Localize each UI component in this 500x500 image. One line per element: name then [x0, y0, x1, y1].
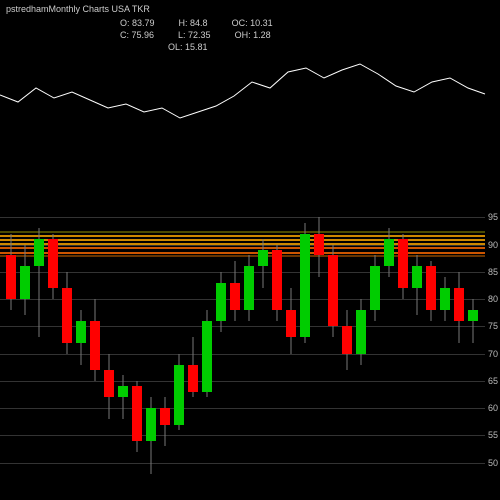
candle-body [90, 321, 100, 370]
candle [62, 0, 72, 500]
candle [258, 0, 268, 500]
candle [440, 0, 450, 500]
y-axis-label: 70 [488, 349, 498, 359]
candle [300, 0, 310, 500]
candle [34, 0, 44, 500]
y-axis-label: 55 [488, 430, 498, 440]
candle [216, 0, 226, 500]
candle [342, 0, 352, 500]
candle-body [188, 365, 198, 392]
candle [230, 0, 240, 500]
candle-body [132, 386, 142, 441]
y-axis-label: 50 [488, 458, 498, 468]
candle-wick [123, 375, 124, 419]
candle-body [426, 266, 436, 310]
candle [468, 0, 478, 500]
candle [412, 0, 422, 500]
candle-body [398, 239, 408, 288]
candle [188, 0, 198, 500]
candle-body [48, 239, 58, 288]
candle-body [20, 266, 30, 299]
candle [398, 0, 408, 500]
candle [286, 0, 296, 500]
y-axis-label: 60 [488, 403, 498, 413]
candle [426, 0, 436, 500]
candle [356, 0, 366, 500]
candle [132, 0, 142, 500]
y-axis-label: 75 [488, 321, 498, 331]
candle [384, 0, 394, 500]
y-axis-label: 85 [488, 267, 498, 277]
candle-body [384, 239, 394, 266]
chart-container: pstredhamMonthly Charts USA TKR O: 83.79… [0, 0, 500, 500]
candle [454, 0, 464, 500]
y-axis-label: 80 [488, 294, 498, 304]
y-axis-label: 95 [488, 212, 498, 222]
candle-body [160, 408, 170, 424]
candle-body [328, 255, 338, 326]
candle-body [146, 408, 156, 441]
candle [104, 0, 114, 500]
candle-body [272, 250, 282, 310]
candle-body [174, 365, 184, 425]
candle-body [34, 239, 44, 266]
candle-body [356, 310, 366, 354]
candle [202, 0, 212, 500]
candle [160, 0, 170, 500]
candle-body [216, 283, 226, 321]
candle-body [258, 250, 268, 266]
y-axis-label: 65 [488, 376, 498, 386]
candle-body [286, 310, 296, 337]
candle-body [454, 288, 464, 321]
candle [174, 0, 184, 500]
candle [370, 0, 380, 500]
candle-body [118, 386, 128, 397]
candle-body [468, 310, 478, 321]
candle [314, 0, 324, 500]
candle [244, 0, 254, 500]
candle [118, 0, 128, 500]
candle [328, 0, 338, 500]
candle [146, 0, 156, 500]
candle-body [300, 234, 310, 338]
candle-body [202, 321, 212, 392]
candle [272, 0, 282, 500]
y-axis-label: 90 [488, 240, 498, 250]
candle [6, 0, 16, 500]
candle [20, 0, 30, 500]
candle-body [314, 234, 324, 256]
candle-body [342, 326, 352, 353]
candle [76, 0, 86, 500]
candle-body [230, 283, 240, 310]
candle-body [412, 266, 422, 288]
candle-body [370, 266, 380, 310]
candle-body [244, 266, 254, 310]
candle [48, 0, 58, 500]
candle [90, 0, 100, 500]
candle-body [440, 288, 450, 310]
candle-body [76, 321, 86, 343]
candle-body [62, 288, 72, 343]
candle-body [104, 370, 114, 397]
candle-body [6, 255, 16, 299]
